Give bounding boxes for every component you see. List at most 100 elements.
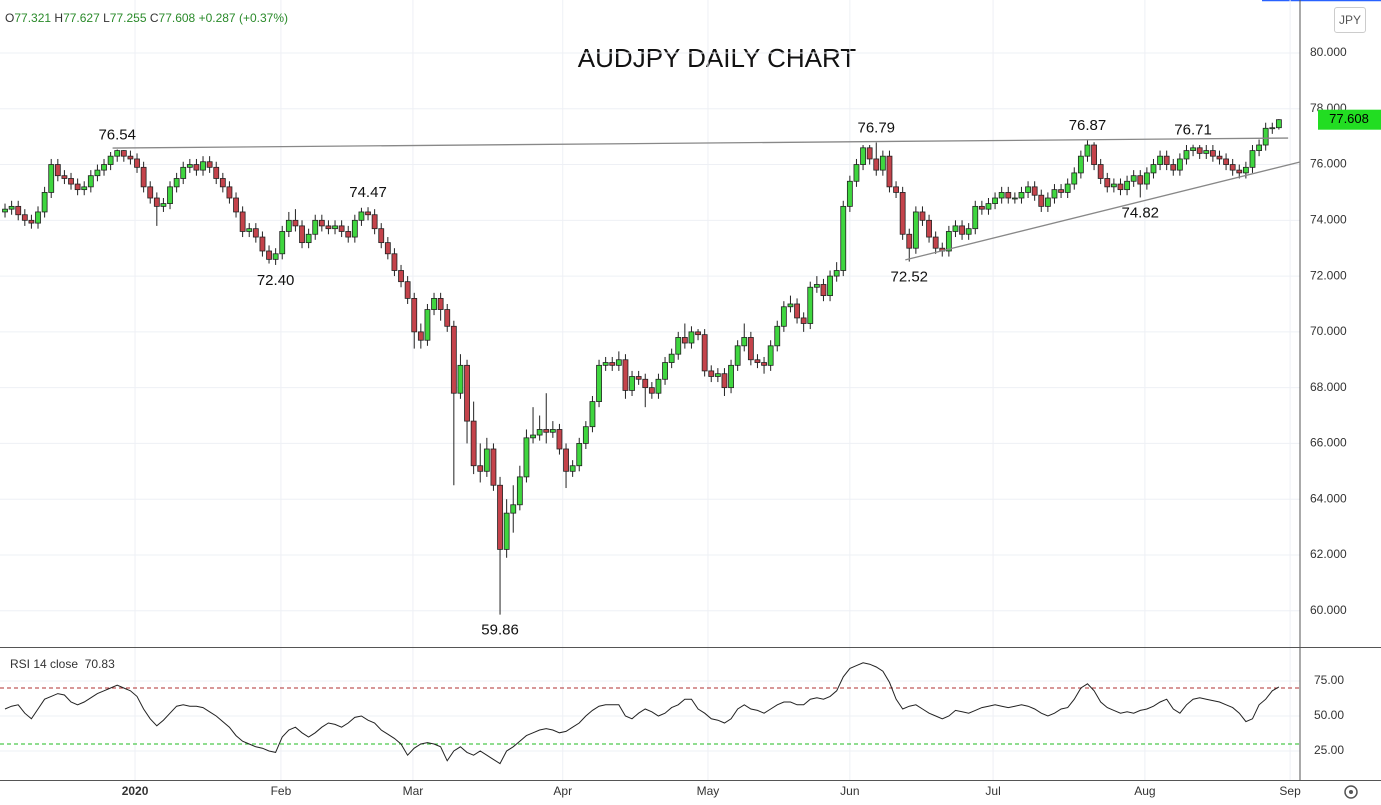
candle-body	[8, 205, 15, 210]
low-value: 77.255	[109, 11, 147, 25]
candle-body	[417, 331, 424, 341]
candle-body	[35, 211, 41, 224]
candle-body	[754, 359, 761, 363]
candle-body	[853, 164, 860, 182]
rsi-tick-label: 25.00	[1314, 743, 1344, 757]
candle-body	[681, 337, 688, 344]
candle-body	[365, 211, 371, 216]
candle-body	[239, 211, 246, 232]
candle-body	[431, 298, 437, 310]
candle-body	[1051, 189, 1058, 199]
annotation: 72.40	[257, 272, 295, 289]
candle-body	[846, 180, 853, 207]
candle-body	[68, 178, 74, 185]
candle-body	[497, 484, 503, 550]
candle-body	[655, 378, 662, 394]
candle-body	[734, 345, 741, 366]
candle-body	[833, 270, 840, 277]
candle-body	[153, 197, 160, 207]
candle-body	[1236, 169, 1243, 174]
candle-body	[219, 178, 226, 188]
candle-body	[906, 233, 913, 249]
candle-body	[1216, 155, 1223, 160]
settings-icon[interactable]	[1344, 785, 1358, 799]
candle-body	[992, 197, 998, 204]
candle-body	[180, 166, 187, 179]
candle-body	[701, 334, 708, 372]
candle-body	[490, 448, 497, 486]
candle-body	[272, 253, 279, 260]
candle-body	[81, 186, 88, 191]
candle-body	[1097, 164, 1104, 179]
candle-body	[926, 219, 932, 238]
candle-body	[576, 443, 583, 467]
candle-body	[338, 225, 345, 232]
candle-body	[483, 448, 490, 472]
candle-body	[358, 211, 365, 221]
candle-body	[523, 437, 530, 478]
candle-body	[1031, 186, 1038, 196]
candle-body	[774, 325, 781, 347]
candle-body	[127, 155, 134, 160]
x-tick-label: Sep	[1279, 784, 1301, 798]
y-tick-label: 66.000	[1310, 436, 1347, 450]
candle-body	[589, 401, 596, 428]
last-price-badge	[1318, 109, 1381, 130]
currency-button[interactable]: JPY	[1334, 7, 1366, 33]
candle-body	[1011, 197, 1018, 200]
trendline	[905, 161, 1301, 261]
label: H	[54, 11, 64, 25]
x-tick-label: May	[697, 784, 720, 798]
label: O	[5, 11, 15, 25]
candle-body	[1038, 194, 1045, 207]
candle-body	[1209, 150, 1216, 157]
candle-body	[629, 376, 635, 391]
candle-body	[1203, 150, 1210, 154]
candle-body	[285, 219, 292, 232]
candle-body	[695, 331, 701, 336]
candle-body	[186, 164, 193, 168]
candle-body	[866, 147, 873, 160]
y-tick-label: 80.000	[1310, 45, 1347, 59]
candle-body	[549, 429, 556, 433]
candle-body	[437, 298, 444, 310]
candle-body	[259, 236, 266, 252]
x-tick-label: Apr	[553, 784, 572, 798]
candle-body	[820, 284, 827, 297]
rsi-label: RSI 14 close	[10, 657, 79, 671]
candle-body	[1117, 183, 1124, 191]
candle-body	[747, 337, 754, 361]
candle-body	[61, 175, 68, 179]
candle-body	[840, 205, 847, 271]
candle-body	[1071, 172, 1078, 185]
candle-body	[450, 325, 457, 394]
candle-body	[543, 429, 550, 433]
candle-body	[345, 231, 352, 238]
candle-body	[206, 161, 213, 168]
candle-body	[213, 166, 220, 179]
candle-body	[107, 155, 114, 165]
y-tick-label: 74.000	[1310, 212, 1347, 226]
candle-body	[1190, 147, 1196, 151]
candle-body	[688, 331, 695, 344]
candle-body	[1176, 158, 1183, 171]
candle-body	[1150, 164, 1157, 174]
candle-body	[1130, 175, 1137, 182]
candle-body	[893, 186, 899, 193]
candle-body	[1143, 172, 1150, 185]
y-tick-label: 64.000	[1310, 491, 1347, 505]
annotation: 76.71	[1174, 122, 1212, 139]
candle-body	[516, 476, 523, 506]
x-tick-label: Jun	[840, 784, 859, 798]
rsi-last: 70.83	[84, 657, 115, 671]
candle-body	[140, 166, 147, 188]
candle-body	[87, 175, 94, 188]
y-tick-label: 62.000	[1310, 547, 1347, 561]
annotation: 59.86	[481, 622, 519, 639]
candle-body	[1058, 189, 1064, 193]
candle-body	[305, 233, 312, 244]
candle-body	[74, 183, 81, 191]
trendline	[112, 137, 1289, 149]
candle-body	[602, 362, 609, 366]
